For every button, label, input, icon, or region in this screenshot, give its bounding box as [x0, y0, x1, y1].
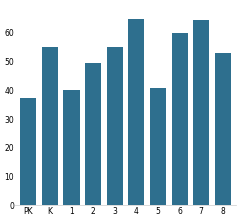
Bar [172, 33, 188, 205]
Bar [150, 88, 166, 205]
Bar [193, 20, 209, 205]
Bar [215, 53, 231, 205]
Bar [128, 18, 144, 205]
Bar [63, 90, 80, 205]
Bar [85, 63, 101, 205]
Bar [42, 47, 58, 205]
Bar [107, 47, 123, 205]
Bar [20, 98, 36, 205]
